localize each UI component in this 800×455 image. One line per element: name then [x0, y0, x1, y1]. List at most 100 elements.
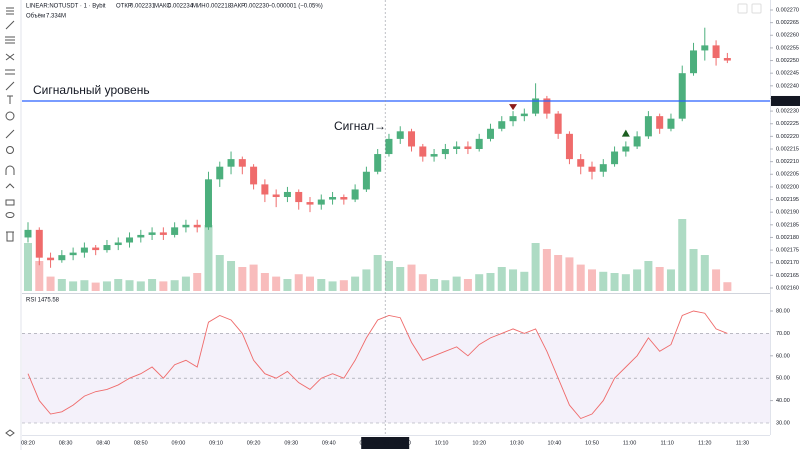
volume-bar: [418, 274, 427, 291]
candle-body: [92, 247, 100, 251]
price-tick-label: 0.002180: [776, 235, 799, 241]
candle-body: [317, 199, 325, 205]
candle-body: [227, 159, 235, 167]
volume-bar: [486, 273, 495, 291]
buy-marker: [621, 129, 630, 137]
header-text: 0.002218: [206, 4, 232, 10]
volume-bar: [24, 243, 32, 291]
candle-body: [453, 146, 461, 149]
price-tick-label: 0.002215: [776, 146, 799, 152]
candle-body: [126, 237, 134, 243]
candle-body: [295, 191, 303, 203]
tool-layers[interactable]: [5, 429, 15, 437]
price-badge: [771, 95, 800, 106]
volume-bar: [588, 269, 596, 291]
header-text: 0.002230: [244, 4, 270, 10]
time-label: 11:10: [661, 440, 674, 446]
rsi-tick-label: 60.00: [776, 353, 790, 359]
volume-bar: [565, 257, 574, 291]
volume-bar: [362, 269, 371, 291]
rsi-line: [27, 310, 728, 420]
candle-body: [486, 128, 494, 139]
rsi-tick-label: 40.00: [776, 398, 790, 404]
price-tick-label: 0.002200: [776, 184, 799, 190]
time-label: 11:30: [736, 440, 749, 446]
tool-eye[interactable]: [5, 212, 15, 218]
candle-body: [137, 234, 145, 238]
maximize-button[interactable]: [751, 3, 762, 14]
volume-bar: [542, 249, 551, 291]
collapse-button[interactable]: [737, 3, 748, 14]
price-tick-label: 0.002160: [776, 285, 799, 291]
header-text: МИН: [192, 4, 206, 10]
volume-bar: [91, 282, 100, 291]
tool-text[interactable]: [7, 95, 13, 104]
volume-bar: [306, 276, 314, 291]
price-tick-label: 0.002195: [776, 197, 799, 203]
volume-bar: [520, 271, 529, 291]
header-text: ОТКР: [116, 4, 132, 10]
candle-body: [159, 232, 167, 235]
price-tick-label: 0.002205: [776, 172, 799, 178]
time-label: 08:50: [134, 440, 148, 446]
candle-body: [701, 45, 709, 51]
price-tick-label: 0.002210: [776, 159, 799, 165]
price-tick-label: 0.002270: [776, 7, 799, 13]
time-label: 08:40: [96, 440, 110, 446]
price-badge-label: 0.002234: [773, 98, 796, 104]
candle-body: [464, 146, 472, 149]
tool-zoom[interactable]: [6, 146, 14, 154]
candle-body: [723, 58, 731, 61]
volume-bar: [249, 264, 258, 291]
header-text: МАКС: [154, 4, 171, 10]
tool-emoji[interactable]: [5, 111, 15, 121]
tool-magnet[interactable]: [5, 165, 15, 175]
time-label: 11:20: [698, 440, 711, 446]
volume-bar: [227, 261, 236, 291]
rsi-tick-label: 80.00: [776, 308, 790, 314]
tool-lock-draw[interactable]: [5, 183, 15, 189]
volume-value: 7.334M: [46, 14, 66, 20]
time-label: 09:00: [172, 440, 186, 446]
volume-bar: [678, 219, 687, 291]
candle-body: [396, 131, 404, 139]
volume-bar: [136, 281, 145, 291]
candle-body: [656, 116, 664, 129]
candle-body: [599, 164, 607, 172]
header-text: LINEAR:NOTUSDT · 1 · Bybit: [26, 4, 106, 10]
price-tick-label: 0.002170: [776, 260, 799, 266]
header-text: −0.000001 (−0.05%): [268, 4, 323, 10]
candle-body: [216, 166, 224, 180]
candle-body: [441, 149, 449, 155]
tool-ruler[interactable]: [5, 129, 15, 139]
rsi-tick-label: 30.00: [776, 420, 790, 426]
volume-bar: [294, 274, 303, 291]
volume-bar: [644, 261, 653, 291]
volume-bar: [463, 279, 472, 291]
tool-channel[interactable]: [5, 69, 15, 75]
tool-pattern[interactable]: [5, 53, 15, 61]
header-text: ЗАКР: [230, 4, 245, 10]
price-tick-label: 0.002260: [776, 33, 799, 39]
volume-label: Объём: [26, 14, 45, 20]
candle-body: [103, 245, 111, 251]
tool-fib[interactable]: [5, 36, 15, 44]
tool-delete[interactable]: [6, 231, 14, 242]
volume-bar: [204, 225, 213, 291]
candle-body: [204, 179, 212, 228]
header-text: 0.002234: [168, 4, 194, 10]
volume-bar: [689, 249, 698, 291]
volume-bar: [215, 255, 224, 291]
candle-body: [238, 159, 246, 167]
volume-bar: [57, 279, 66, 291]
tool-lock[interactable]: [5, 199, 15, 206]
tool-brush[interactable]: [5, 81, 15, 91]
candle-body: [611, 151, 619, 165]
candle-body: [667, 118, 675, 129]
tool-line[interactable]: [5, 20, 15, 30]
volume-bar: [114, 279, 123, 291]
candle-body: [351, 189, 359, 200]
tool-menu[interactable]: [6, 7, 14, 15]
